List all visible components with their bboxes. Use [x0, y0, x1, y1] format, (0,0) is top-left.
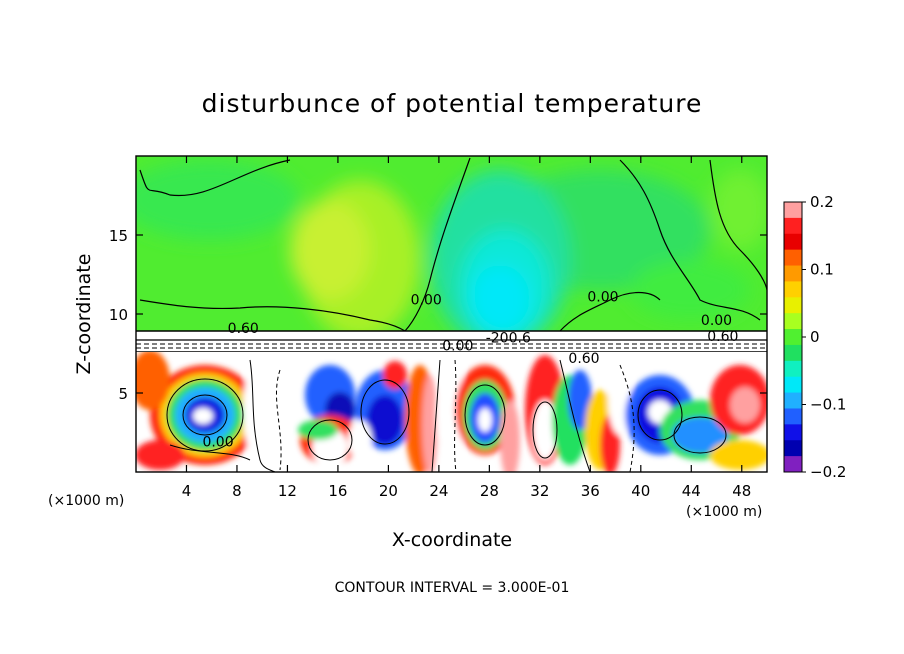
- chart-title: disturbunce of potential temperature: [202, 89, 703, 118]
- colorbar-swatch: [784, 281, 802, 298]
- x-tick-label: 16: [328, 482, 347, 500]
- tropopause-band: [136, 331, 767, 352]
- colorbar-tick-label: 0: [810, 328, 820, 346]
- colorbar-swatch: [784, 392, 802, 409]
- contour-label: 0.00: [442, 338, 473, 354]
- x-tick-label: 32: [530, 482, 549, 500]
- x-tick-label: 4: [182, 482, 192, 500]
- x-tick-label: 36: [581, 482, 600, 500]
- colorbar-swatch: [784, 217, 802, 235]
- contour-labels: 0.600.000.00 -200.60.000.000.600.600.00: [202, 289, 738, 450]
- x-tick-label: 44: [682, 482, 701, 500]
- colorbar-swatch: [784, 265, 802, 282]
- colorbar: 0.2 0.1 0 −0.1 −0.2: [783, 193, 846, 481]
- upper-contours: [139, 157, 767, 332]
- colorbar-swatch: [784, 360, 802, 378]
- colorbar-swatch: [784, 202, 802, 219]
- x-tick-label: 20: [379, 482, 398, 500]
- colorbar-swatch: [784, 249, 802, 267]
- colorbar-tick-label: −0.2: [810, 463, 846, 481]
- colorbar-swatch: [784, 456, 802, 473]
- plot-area: 0.600.000.00 -200.60.000.000.600.600.00: [136, 156, 767, 472]
- y-tick-label: 10: [109, 306, 128, 324]
- colorbar-swatch: [784, 408, 802, 425]
- colorbar-swatch: [784, 233, 802, 251]
- upper-field: [136, 160, 767, 331]
- colorbar-tick-label: 0.1: [810, 261, 834, 279]
- lower-field: [136, 352, 767, 472]
- lower-contours: [166, 359, 727, 472]
- x-axis: 4 8 12 16 20 24 28 32 36 40 44 48: [182, 156, 751, 500]
- x-tick-label: 40: [631, 482, 650, 500]
- contour-label: -200.6: [486, 330, 531, 346]
- x-tick-label: 12: [278, 482, 297, 500]
- contour-label: 0.00: [701, 313, 732, 329]
- y-tick-label: 5: [118, 385, 128, 403]
- x-unit-right: (×1000 m): [686, 504, 762, 520]
- x-tick-label: 24: [429, 482, 448, 500]
- x-tick-label: 28: [480, 482, 499, 500]
- colorbar-swatch: [784, 440, 802, 457]
- y-axis-label: Z-coordinate: [73, 254, 95, 375]
- colorbar-tick-label: −0.1: [810, 396, 846, 414]
- y-tick-label: 15: [109, 227, 128, 245]
- x-unit-left: (×1000 m): [48, 493, 124, 509]
- colorbar-swatch: [784, 297, 802, 314]
- colorbar-swatch: [784, 424, 802, 441]
- colorbar-swatch: [784, 329, 802, 346]
- contour-label: 0.60: [707, 329, 738, 345]
- x-tick-label: 8: [232, 482, 242, 500]
- contour-label: 0.00: [202, 435, 233, 451]
- contour-label: 0.00: [411, 293, 442, 309]
- y-axis: 5 10 15: [109, 227, 767, 403]
- colorbar-swatch: [784, 376, 802, 394]
- colorbar-swatch: [784, 313, 802, 330]
- colorbar-swatch: [784, 344, 802, 362]
- contour-label: 0.60: [228, 321, 259, 337]
- x-tick-label: 48: [732, 482, 751, 500]
- contour-label: 0.00: [587, 289, 618, 305]
- contour-interval-note: CONTOUR INTERVAL = 3.000E-01: [335, 580, 570, 596]
- colorbar-tick-label: 0.2: [810, 193, 834, 211]
- contour-label: 0.60: [568, 351, 599, 367]
- x-axis-label: X-coordinate: [392, 529, 512, 551]
